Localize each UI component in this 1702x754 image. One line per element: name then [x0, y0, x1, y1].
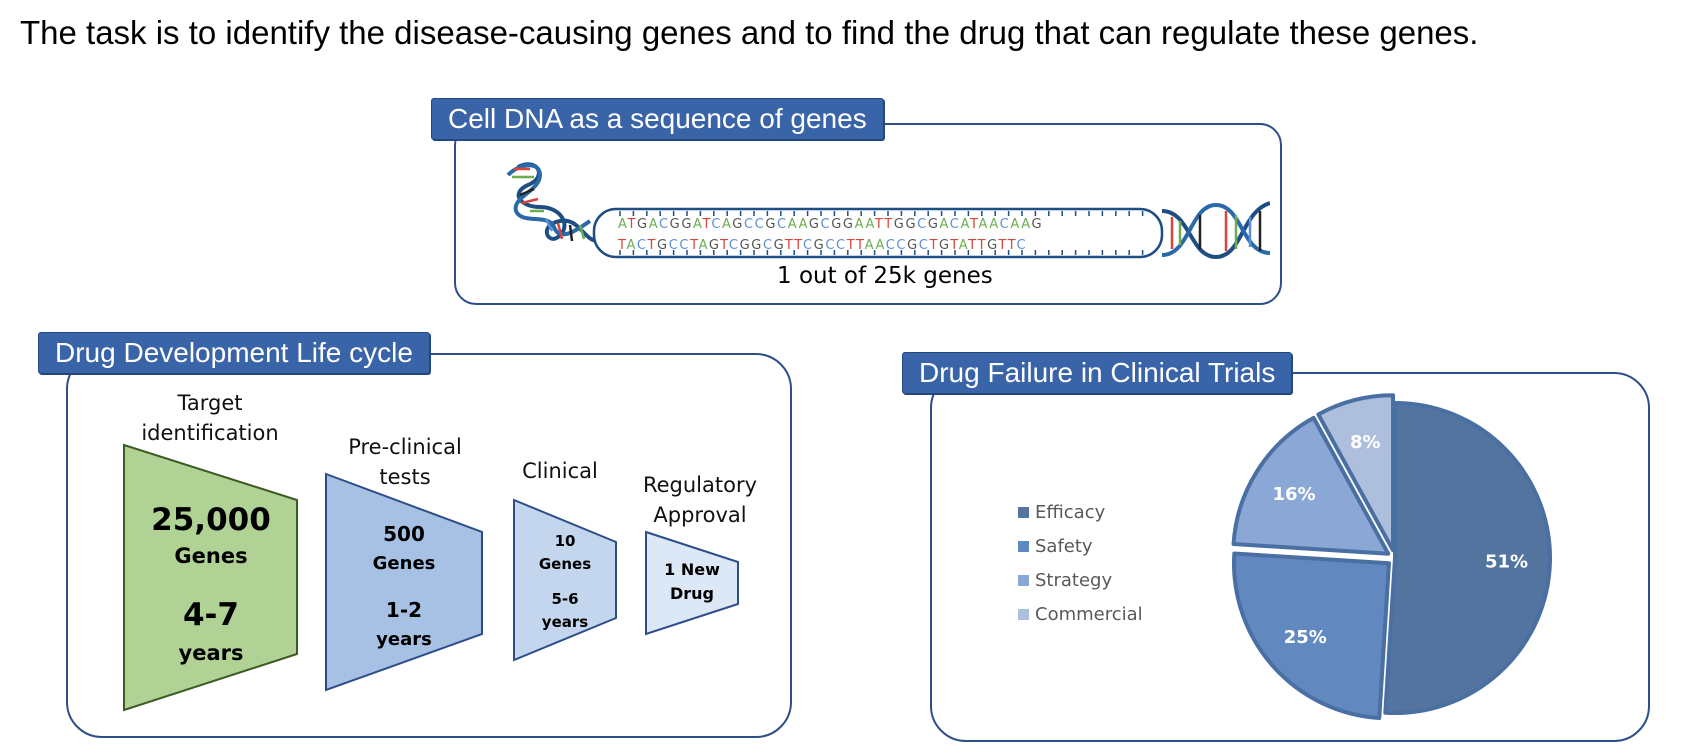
pie-label-strategy: 16%	[1272, 484, 1315, 505]
pie-label-safety: 25%	[1284, 627, 1327, 648]
stage-duration-unit-clinical: years	[542, 613, 588, 631]
stage-duration-clinical: 5-6	[551, 590, 578, 608]
strand-top-sequence: ATGACGGATCAGCCGCAAGCGGAATTGGCGACATAACAAG	[618, 217, 1043, 232]
stage-title-preclinical: Pre-clinical tests	[348, 435, 462, 489]
stage-count-regulatory: 1 New	[664, 560, 720, 579]
failure-pie-chart: 51% 25% 16% 8%	[1231, 393, 1552, 720]
pie-slice-strategy	[1231, 415, 1391, 556]
legend-label: Strategy	[1035, 569, 1113, 591]
pie-slice-commercial	[1316, 393, 1396, 553]
pie-slice-efficacy	[1383, 401, 1552, 715]
dna-panel-title: Cell DNA as a sequence of genes	[431, 98, 884, 140]
failure-panel-title: Drug Failure in Clinical Trials	[902, 352, 1293, 394]
page-headline: The task is to identify the disease-caus…	[20, 14, 1479, 51]
stage-count-clinical: 10	[555, 532, 576, 550]
legend-label: Efficacy	[1035, 501, 1106, 523]
stage-shape-preclinical	[325, 472, 483, 692]
helix-left	[506, 162, 601, 243]
legend-item-safety: Safety	[1018, 529, 1143, 563]
legend-item-efficacy: Efficacy	[1018, 495, 1143, 529]
strand-bottom-sequence: TACTGCCTAGTCGGCGTTCGCCTTAACCGCTGTATTGTTC	[617, 238, 1027, 253]
stage-title-regulatory: Regulatory Approval	[642, 473, 758, 527]
stage-count-preclinical: 500	[383, 522, 425, 546]
stage-duration-unit-preclinical: years	[376, 629, 432, 650]
stage-duration-target: 4-7	[183, 597, 239, 633]
helix-right	[1161, 201, 1270, 260]
stage-shape-clinical	[513, 498, 617, 662]
stage-title-target: Target identification	[141, 391, 279, 445]
legend-label: Commercial	[1035, 603, 1143, 625]
dna-illustration: ATGACGGATCAGCCGCAAGCGGAATTGGCGACATAACAAG…	[506, 162, 1270, 260]
stage-unit-clinical: Genes	[539, 555, 591, 573]
legend-label: Safety	[1035, 535, 1093, 557]
strand-ticks-bottom	[619, 250, 1144, 255]
lifecycle-funnel: 25,000 Genes 4-7 years 500 Genes 1-2 yea…	[123, 443, 739, 712]
dna-caption: 1 out of 25k genes	[777, 263, 993, 289]
legend-swatch	[1018, 574, 1029, 586]
lifecycle-panel-title: Drug Development Life cycle	[38, 332, 430, 374]
legend-swatch	[1018, 540, 1029, 552]
legend-item-commercial: Commercial	[1018, 597, 1143, 631]
strand-ticks-top	[619, 211, 1144, 216]
stage-unit-regulatory: Drug	[670, 584, 714, 603]
stage-shape-regulatory	[645, 530, 739, 636]
pie-label-efficacy: 51%	[1485, 552, 1528, 573]
stage-unit-target: Genes	[174, 544, 247, 568]
legend-item-strategy: Strategy	[1018, 563, 1143, 597]
stage-duration-unit-target: years	[179, 641, 244, 665]
legend-swatch	[1018, 608, 1029, 620]
legend-swatch	[1018, 506, 1029, 518]
pie-label-commercial: 8%	[1350, 432, 1381, 453]
stage-unit-preclinical: Genes	[373, 553, 436, 574]
dna-strand-bubble	[592, 207, 1164, 259]
stage-shape-target	[123, 443, 298, 712]
stage-duration-preclinical: 1-2	[386, 598, 422, 622]
stage-count-target: 25,000	[151, 502, 271, 538]
pie-slice-safety	[1232, 551, 1391, 720]
chart-legend: Efficacy Safety Strategy Commercial	[1018, 495, 1143, 631]
stage-title-clinical: Clinical	[522, 459, 598, 483]
